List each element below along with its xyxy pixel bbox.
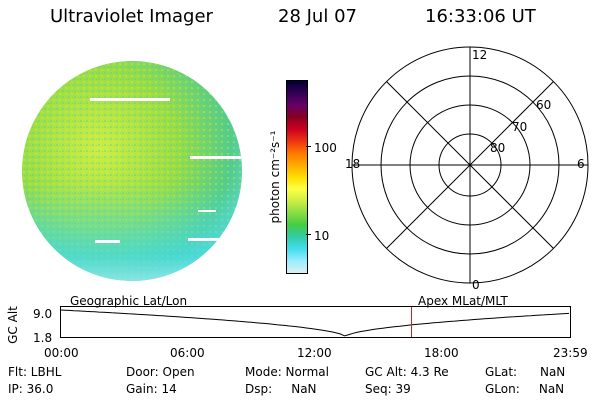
polar-plot [351, 46, 589, 284]
timeline-left-label: Geographic Lat/Lon [70, 294, 188, 308]
timeline-x-tick-0: 00:00 [44, 346, 79, 360]
info-seq: Seq: 39 [365, 382, 411, 396]
colorbar-tick-mark [306, 234, 311, 235]
polar-ring-label-60: 60 [536, 98, 552, 112]
info-flt: Flt: LBHL [8, 365, 62, 379]
time-label: 16:33:06 UT [425, 6, 536, 27]
info-mode: Mode: Normal [245, 365, 329, 379]
info-glat: GLat: NaN [485, 365, 566, 379]
info-glon: GLon: NaN [485, 382, 565, 396]
altitude-curve [60, 309, 570, 337]
timeline-frame [60, 306, 571, 338]
artifact-line [188, 238, 242, 241]
polar-label-bottom: 0 [472, 278, 480, 292]
uv-image [22, 61, 242, 281]
polar-ring-label-70: 70 [512, 120, 528, 134]
timeline-y-axis-label: GC Alt [5, 306, 20, 344]
timeline-right-label: Apex MLat/MLT [418, 294, 508, 308]
colorbar-tick-100: 100 [314, 141, 337, 155]
colorbar [286, 80, 308, 274]
artifact-line [198, 210, 216, 212]
timeline-y-top: 9.0 [33, 307, 53, 321]
colorbar-label: photon cm⁻²s⁻¹ [268, 130, 282, 224]
timeline-x-tick-2: 12:00 [297, 346, 332, 360]
artifact-line [190, 156, 242, 159]
polar-label-top: 12 [472, 48, 488, 62]
date-label: 28 Jul 07 [278, 6, 357, 27]
info-gc-alt: GC Alt: 4.3 Re [365, 365, 449, 379]
timeline-x-tick-4: 23:59 [553, 346, 588, 360]
timeline-x-tick-1: 06:00 [170, 346, 205, 360]
info-dsp: Dsp: NaN [245, 382, 317, 396]
polar-diagonal [386, 81, 554, 249]
polar-label-left: 18 [345, 157, 361, 171]
artifact-line [95, 240, 120, 243]
info-ip: IP: 36.0 [8, 382, 54, 396]
polar-ring-label-80: 80 [490, 141, 506, 155]
colorbar-tick-10: 10 [314, 229, 330, 243]
info-gain: Gain: 14 [126, 382, 177, 396]
polar-label-right: 6 [577, 157, 585, 171]
timeline-x-tick-3: 18:00 [424, 346, 459, 360]
app-title: Ultraviolet Imager [50, 6, 213, 27]
colorbar-tick-mark [306, 146, 311, 147]
timeline-y-bottom: 1.8 [33, 331, 53, 345]
info-door: Door: Open [126, 365, 195, 379]
timeline-plot [60, 306, 571, 338]
artifact-line [90, 98, 170, 101]
